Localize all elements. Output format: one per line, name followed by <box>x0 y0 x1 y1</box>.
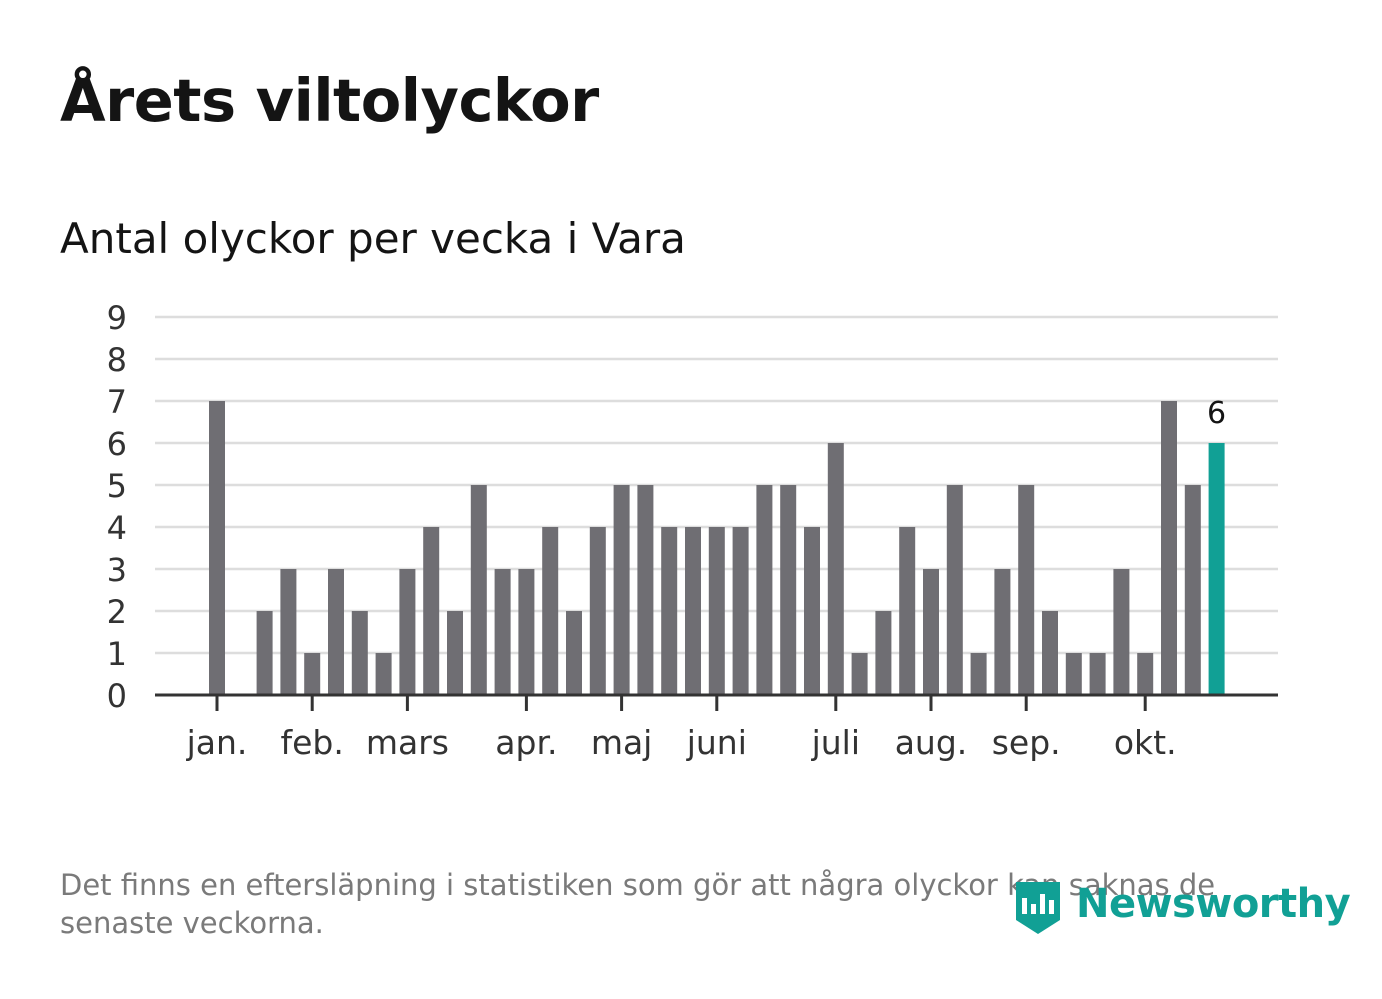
bar <box>304 653 321 695</box>
bar <box>637 485 654 695</box>
bar <box>209 401 225 695</box>
bar <box>256 611 273 695</box>
bar <box>685 527 701 695</box>
bar <box>1089 653 1106 695</box>
x-tick-label: maj <box>591 723 653 762</box>
x-tick-label: okt. <box>1114 723 1177 762</box>
y-tick-label: 8 <box>107 341 127 379</box>
y-tick-label: 5 <box>107 467 127 505</box>
bar <box>970 653 987 695</box>
newsworthy-logo-icon <box>1016 882 1060 934</box>
newsworthy-logo-text: Newsworthy <box>1076 881 1351 927</box>
y-tick-label: 9 <box>107 299 127 337</box>
x-tick-label: juni <box>686 723 747 762</box>
bar <box>708 527 725 695</box>
x-tick-label: juli <box>811 723 860 762</box>
highlight-data-label: 6 <box>1207 396 1226 431</box>
bar <box>375 653 392 695</box>
bar <box>613 485 630 695</box>
bar <box>1113 569 1130 695</box>
bar <box>899 527 916 695</box>
x-tick-label: aug. <box>895 723 968 762</box>
bar <box>827 443 844 695</box>
x-tick-label: jan. <box>186 723 248 762</box>
x-tick-label: apr. <box>495 723 557 762</box>
chart-subtitle: Antal olyckor per vecka i Vara <box>60 214 686 263</box>
bar <box>732 527 749 695</box>
bar <box>923 569 939 695</box>
bar <box>1161 401 1177 695</box>
bar <box>1042 611 1058 695</box>
y-tick-label: 0 <box>107 677 127 715</box>
bar <box>494 569 511 695</box>
bar <box>447 611 463 695</box>
chart-title: Årets viltolyckor <box>60 66 599 135</box>
y-tick-label: 3 <box>107 551 127 589</box>
bar <box>780 485 797 695</box>
bar <box>994 569 1011 695</box>
bar <box>1184 485 1201 695</box>
bar <box>280 569 297 695</box>
bar <box>875 611 892 695</box>
bar <box>518 569 535 695</box>
bar-highlighted <box>1208 443 1225 695</box>
bar <box>566 611 582 695</box>
x-tick-label: sep. <box>992 723 1061 762</box>
bar <box>756 485 773 695</box>
bar <box>1137 653 1154 695</box>
bar <box>423 527 440 695</box>
bar <box>399 569 416 695</box>
y-tick-label: 4 <box>107 509 127 547</box>
bar <box>851 653 868 695</box>
x-tick-label: feb. <box>281 723 344 762</box>
bar <box>1065 653 1082 695</box>
bar <box>946 485 963 695</box>
bar <box>328 569 344 695</box>
x-tick-label: mars <box>366 723 449 762</box>
bar <box>804 527 820 695</box>
bar <box>351 611 368 695</box>
bar <box>470 485 487 695</box>
bar <box>661 527 678 695</box>
y-tick-label: 1 <box>107 635 127 673</box>
bar <box>542 527 559 695</box>
bar <box>589 527 606 695</box>
bar <box>1018 485 1035 695</box>
y-tick-label: 2 <box>107 593 127 631</box>
newsworthy-logo: Newsworthy <box>1010 876 1351 940</box>
y-tick-label: 6 <box>107 425 127 463</box>
y-tick-label: 7 <box>107 383 127 421</box>
